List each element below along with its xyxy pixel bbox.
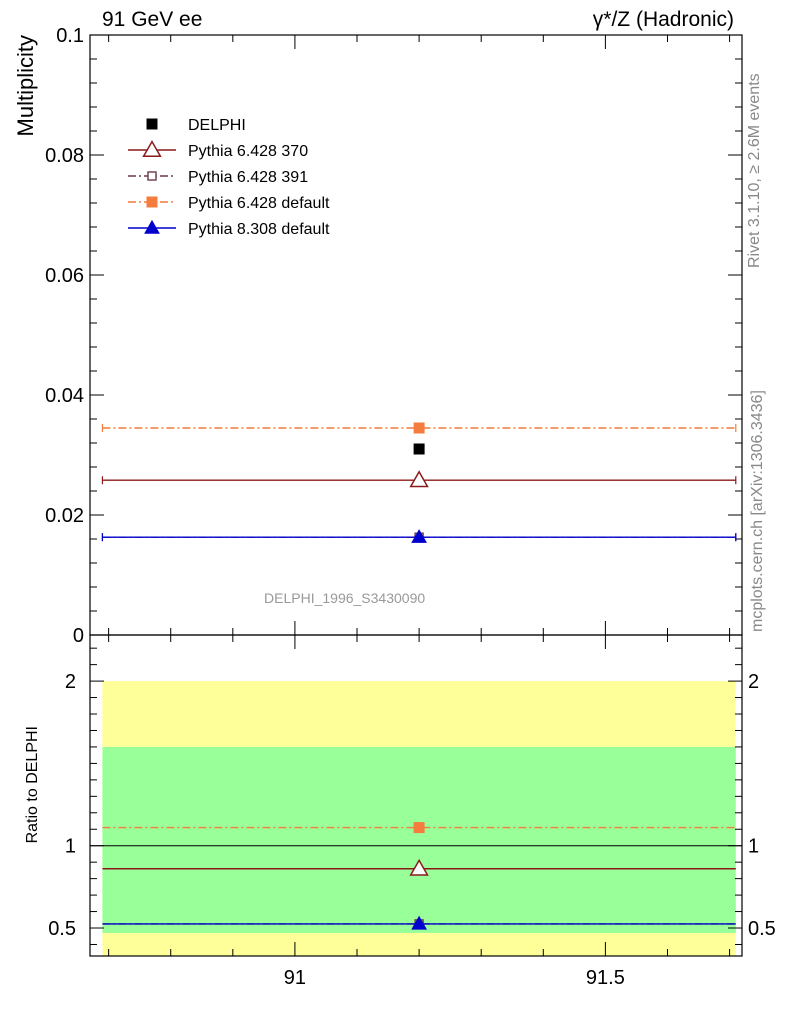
ratio-ytick-label: 0.5 [48,918,76,940]
main-ylabel: Multiplicity [13,35,38,136]
header-right-title: γ*/Z (Hadronic) [592,8,734,31]
header-left-title: 91 GeV ee [102,8,203,31]
analysis-watermark: DELPHI_1996_S3430090 [264,590,425,606]
main-series-point [411,529,427,543]
ratio-xtick-label: 91.5 [586,967,625,989]
ratio-series-point [413,822,425,834]
main-ytick-label: 0.1 [56,25,84,47]
ratio-series-point [409,858,429,876]
legend-label: Pythia 6.428 370 [188,143,308,160]
legend-label: DELPHI [188,117,246,134]
ratio-panel-frame [89,634,743,957]
legend-marker [144,219,160,234]
ratio-band-green [102,746,736,933]
main-ytick-label: 0.08 [45,145,84,167]
legend-marker [142,140,162,158]
main-series-point [409,470,429,488]
legend-marker [147,171,157,181]
main-series-point [413,443,425,455]
ratio-ytick-label-right: 1 [748,836,759,858]
ratio-ytick-label: 2 [65,671,76,693]
ratio-xtick-label: 91 [284,967,306,989]
main-ytick-label: 0.06 [45,265,84,287]
ratio-ylabel: Ratio to DELPHI [24,726,41,843]
ratio-ytick-label-right: 0.5 [748,918,776,940]
ratio-ytick-label-right: 2 [748,671,759,693]
legend-label: Pythia 6.428 391 [188,169,308,186]
main-series-point [413,422,425,434]
legend-label: Pythia 8.308 default [188,221,330,238]
legend-marker [146,196,158,208]
main-ytick-label: 0.04 [45,385,84,407]
main-ytick-label: 0.02 [45,505,84,527]
main-ytick-label: 0 [73,625,84,647]
ratio-ytick-label: 1 [65,836,76,858]
legend-marker [146,118,158,130]
ratio-series-point [411,915,427,930]
legend-label: Pythia 6.428 default [188,195,330,212]
